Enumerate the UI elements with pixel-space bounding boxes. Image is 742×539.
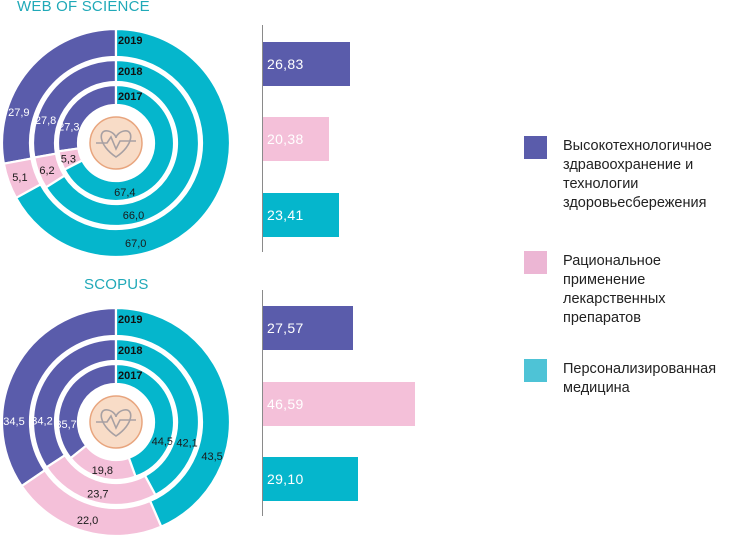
chart-scopus-title: SCOPUS — [84, 276, 149, 293]
donut-scopus-segment-rational-2017 — [69, 444, 138, 482]
legend-swatch-rational — [524, 251, 547, 274]
donut-scopus-year-2019: 2019 — [118, 314, 142, 326]
bar-scopus-personal: 29,10 — [263, 457, 358, 501]
donut-wos-segment-personal-2019 — [14, 27, 232, 259]
donut-wos-segment-personal-2018 — [44, 58, 201, 228]
donut-wos-label-hightech-2018: 27,8 — [35, 115, 56, 127]
donut-scopus-label-personal-2017: 44,5 — [152, 436, 173, 448]
donut-scopus-label-rational-2018: 23,7 — [87, 489, 108, 501]
donut-wos-label-rational-2017: 5,3 — [61, 153, 76, 165]
chart-wos-title: WEB OF SCIENCE — [17, 0, 150, 15]
donut-wos-label-personal-2017: 67,4 — [114, 187, 135, 199]
legend-label-rational: Рациональное применение лекарственных пр… — [563, 253, 666, 326]
donut-chart-wos: 27,3 5,3 67,4 2017 27,8 6,2 66,0 2018 27,9 5,1 67,… — [0, 27, 232, 259]
donut-scopus-label-hightech-2019: 34,5 — [3, 416, 24, 428]
donut-scopus-label-hightech-2018: 34,2 — [31, 415, 52, 427]
donut-wos-segment-personal-2017 — [63, 83, 176, 203]
legend-swatch-personal — [524, 359, 547, 382]
bar-axis-scopus — [262, 290, 263, 516]
donut-wos-label-hightech-2017: 27,3 — [58, 122, 79, 134]
donut-scopus-segment-personal-2017 — [114, 362, 176, 478]
donut-scopus-label-rational-2019: 22,0 — [77, 515, 98, 527]
bar-wos-hightech: 26,83 — [263, 42, 350, 86]
donut-wos-label-rational-2018: 6,2 — [39, 165, 54, 177]
donut-scopus-segment-personal-2018 — [114, 337, 201, 497]
heartbeat-icon — [89, 116, 143, 170]
donut-scopus-segment-rational-2018 — [44, 453, 158, 507]
donut-wos-label-rational-2019: 5,1 — [12, 172, 27, 184]
donut-chart-scopus: 35,7 19,8 44,5 2017 34,2 23,7 42,1 2018 34,5 22,0… — [0, 306, 232, 538]
donut-wos-segment-rational-2018 — [33, 152, 67, 189]
bar-scopus-hightech: 27,57 — [263, 306, 353, 350]
legend-label-hightech: Высокотехнологичное здравоохранение и те… — [563, 138, 712, 211]
donut-wos-year-2018: 2018 — [118, 66, 142, 78]
legend-label-personal: Персонализированная медицина — [563, 361, 717, 396]
donut-scopus-label-personal-2019: 43,5 — [201, 451, 222, 463]
bar-axis-wos — [262, 25, 263, 252]
donut-scopus-label-rational-2017: 19,8 — [92, 465, 113, 477]
bar-wos-rational: 20,38 — [263, 117, 329, 161]
donut-wos-year-2019: 2019 — [118, 35, 142, 47]
donut-wos-year-2017: 2017 — [118, 91, 142, 103]
donut-wos-label-personal-2019: 67,0 — [125, 238, 146, 250]
donut-scopus-label-personal-2018: 42,1 — [176, 438, 197, 450]
donut-scopus-segment-rational-2019 — [20, 468, 163, 538]
bar-scopus-rational: 46,59 — [263, 382, 415, 426]
donut-wos-label-personal-2018: 66,0 — [123, 210, 144, 222]
donut-scopus-segment-personal-2019 — [114, 306, 232, 529]
donut-scopus-year-2017: 2017 — [118, 370, 142, 382]
donut-scopus-year-2018: 2018 — [118, 345, 142, 357]
donut-wos-segment-rational-2019 — [2, 157, 43, 200]
bar-wos-personal: 23,41 — [263, 193, 339, 237]
heartbeat-icon — [89, 395, 143, 449]
legend-swatch-hightech — [524, 136, 547, 159]
donut-wos-label-hightech-2019: 27,9 — [8, 107, 29, 119]
donut-scopus-label-hightech-2017: 35,7 — [55, 419, 76, 431]
